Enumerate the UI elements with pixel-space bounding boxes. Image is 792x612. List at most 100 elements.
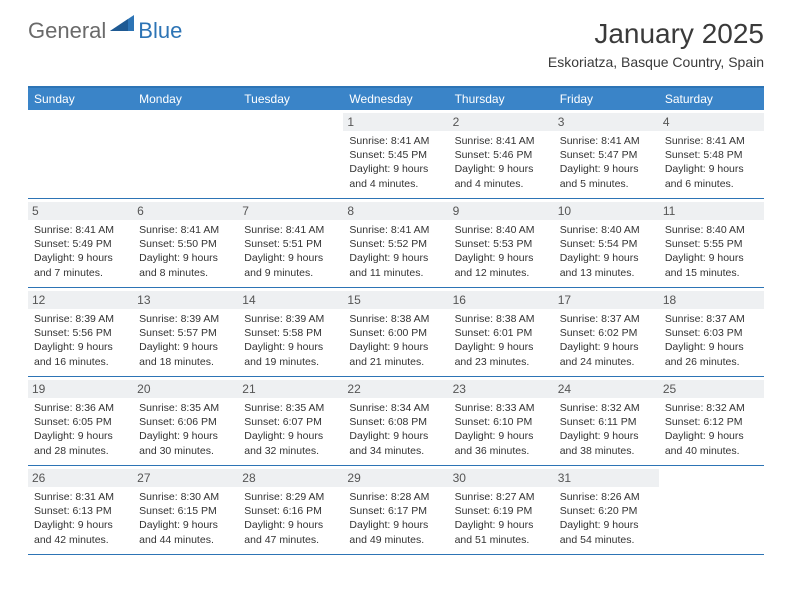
logo-triangle-icon (110, 13, 136, 38)
day-cell: 27Sunrise: 8:30 AMSunset: 6:15 PMDayligh… (133, 466, 238, 554)
daylight-text: Daylight: 9 hours and 15 minutes. (665, 251, 758, 279)
daylight-text: Daylight: 9 hours and 54 minutes. (560, 518, 653, 546)
daylight-text: Daylight: 9 hours and 34 minutes. (349, 429, 442, 457)
sunset-text: Sunset: 6:10 PM (455, 415, 548, 429)
day-number: 2 (449, 113, 554, 131)
month-title: January 2025 (548, 18, 764, 50)
day-number: 19 (28, 380, 133, 398)
day-cell: 29Sunrise: 8:28 AMSunset: 6:17 PMDayligh… (343, 466, 448, 554)
daylight-text: Daylight: 9 hours and 7 minutes. (34, 251, 127, 279)
day-number: 14 (238, 291, 343, 309)
sunset-text: Sunset: 6:12 PM (665, 415, 758, 429)
daylight-text: Daylight: 9 hours and 18 minutes. (139, 340, 232, 368)
sunrise-text: Sunrise: 8:26 AM (560, 490, 653, 504)
sunrise-text: Sunrise: 8:41 AM (665, 134, 758, 148)
sunset-text: Sunset: 5:50 PM (139, 237, 232, 251)
week-row: 12Sunrise: 8:39 AMSunset: 5:56 PMDayligh… (28, 288, 764, 377)
day-number: 30 (449, 469, 554, 487)
sunset-text: Sunset: 6:11 PM (560, 415, 653, 429)
day-of-week-header: Sunday (28, 88, 133, 110)
sunset-text: Sunset: 6:02 PM (560, 326, 653, 340)
sunrise-text: Sunrise: 8:38 AM (349, 312, 442, 326)
day-cell: 17Sunrise: 8:37 AMSunset: 6:02 PMDayligh… (554, 288, 659, 376)
logo: General Blue (28, 18, 182, 44)
day-of-week-header: Monday (133, 88, 238, 110)
daylight-text: Daylight: 9 hours and 42 minutes. (34, 518, 127, 546)
day-number: 5 (28, 202, 133, 220)
day-of-week-header: Friday (554, 88, 659, 110)
day-of-week-header: Tuesday (238, 88, 343, 110)
logo-text-blue: Blue (138, 18, 182, 44)
day-number: 20 (133, 380, 238, 398)
daylight-text: Daylight: 9 hours and 30 minutes. (139, 429, 232, 457)
daylight-text: Daylight: 9 hours and 8 minutes. (139, 251, 232, 279)
sunset-text: Sunset: 6:17 PM (349, 504, 442, 518)
sunrise-text: Sunrise: 8:40 AM (665, 223, 758, 237)
sunrise-text: Sunrise: 8:38 AM (455, 312, 548, 326)
daylight-text: Daylight: 9 hours and 47 minutes. (244, 518, 337, 546)
day-cell: 5Sunrise: 8:41 AMSunset: 5:49 PMDaylight… (28, 199, 133, 287)
day-cell (133, 110, 238, 198)
sunrise-text: Sunrise: 8:41 AM (560, 134, 653, 148)
daylight-text: Daylight: 9 hours and 28 minutes. (34, 429, 127, 457)
sunset-text: Sunset: 6:06 PM (139, 415, 232, 429)
day-number: 9 (449, 202, 554, 220)
day-of-week-header: Wednesday (343, 88, 448, 110)
sunset-text: Sunset: 6:15 PM (139, 504, 232, 518)
sunset-text: Sunset: 6:03 PM (665, 326, 758, 340)
day-number: 13 (133, 291, 238, 309)
week-row: 19Sunrise: 8:36 AMSunset: 6:05 PMDayligh… (28, 377, 764, 466)
daylight-text: Daylight: 9 hours and 13 minutes. (560, 251, 653, 279)
sunrise-text: Sunrise: 8:27 AM (455, 490, 548, 504)
day-cell: 12Sunrise: 8:39 AMSunset: 5:56 PMDayligh… (28, 288, 133, 376)
day-cell: 18Sunrise: 8:37 AMSunset: 6:03 PMDayligh… (659, 288, 764, 376)
day-cell: 28Sunrise: 8:29 AMSunset: 6:16 PMDayligh… (238, 466, 343, 554)
daylight-text: Daylight: 9 hours and 12 minutes. (455, 251, 548, 279)
daylight-text: Daylight: 9 hours and 26 minutes. (665, 340, 758, 368)
sunrise-text: Sunrise: 8:41 AM (244, 223, 337, 237)
day-number: 21 (238, 380, 343, 398)
sunrise-text: Sunrise: 8:41 AM (349, 223, 442, 237)
day-cell: 3Sunrise: 8:41 AMSunset: 5:47 PMDaylight… (554, 110, 659, 198)
day-cell: 14Sunrise: 8:39 AMSunset: 5:58 PMDayligh… (238, 288, 343, 376)
sunset-text: Sunset: 5:45 PM (349, 148, 442, 162)
daylight-text: Daylight: 9 hours and 44 minutes. (139, 518, 232, 546)
day-cell: 16Sunrise: 8:38 AMSunset: 6:01 PMDayligh… (449, 288, 554, 376)
day-number: 27 (133, 469, 238, 487)
day-of-week-row: SundayMondayTuesdayWednesdayThursdayFrid… (28, 88, 764, 110)
sunset-text: Sunset: 6:08 PM (349, 415, 442, 429)
day-cell: 15Sunrise: 8:38 AMSunset: 6:00 PMDayligh… (343, 288, 448, 376)
sunrise-text: Sunrise: 8:39 AM (34, 312, 127, 326)
daylight-text: Daylight: 9 hours and 51 minutes. (455, 518, 548, 546)
daylight-text: Daylight: 9 hours and 36 minutes. (455, 429, 548, 457)
sunrise-text: Sunrise: 8:32 AM (665, 401, 758, 415)
sunrise-text: Sunrise: 8:36 AM (34, 401, 127, 415)
daylight-text: Daylight: 9 hours and 16 minutes. (34, 340, 127, 368)
day-of-week-header: Saturday (659, 88, 764, 110)
day-cell: 9Sunrise: 8:40 AMSunset: 5:53 PMDaylight… (449, 199, 554, 287)
day-number: 10 (554, 202, 659, 220)
sunset-text: Sunset: 6:00 PM (349, 326, 442, 340)
day-cell (238, 110, 343, 198)
sunset-text: Sunset: 5:48 PM (665, 148, 758, 162)
day-cell (659, 466, 764, 554)
day-number: 18 (659, 291, 764, 309)
weeks-container: 1Sunrise: 8:41 AMSunset: 5:45 PMDaylight… (28, 110, 764, 555)
sunrise-text: Sunrise: 8:40 AM (455, 223, 548, 237)
calendar: SundayMondayTuesdayWednesdayThursdayFrid… (28, 86, 764, 555)
day-cell: 30Sunrise: 8:27 AMSunset: 6:19 PMDayligh… (449, 466, 554, 554)
day-cell: 24Sunrise: 8:32 AMSunset: 6:11 PMDayligh… (554, 377, 659, 465)
logo-text-general: General (28, 18, 106, 44)
sunrise-text: Sunrise: 8:39 AM (244, 312, 337, 326)
sunset-text: Sunset: 6:20 PM (560, 504, 653, 518)
day-number: 31 (554, 469, 659, 487)
day-number: 3 (554, 113, 659, 131)
daylight-text: Daylight: 9 hours and 19 minutes. (244, 340, 337, 368)
day-number: 12 (28, 291, 133, 309)
day-number: 6 (133, 202, 238, 220)
daylight-text: Daylight: 9 hours and 21 minutes. (349, 340, 442, 368)
sunrise-text: Sunrise: 8:28 AM (349, 490, 442, 504)
day-number: 8 (343, 202, 448, 220)
daylight-text: Daylight: 9 hours and 4 minutes. (349, 162, 442, 190)
day-number: 29 (343, 469, 448, 487)
